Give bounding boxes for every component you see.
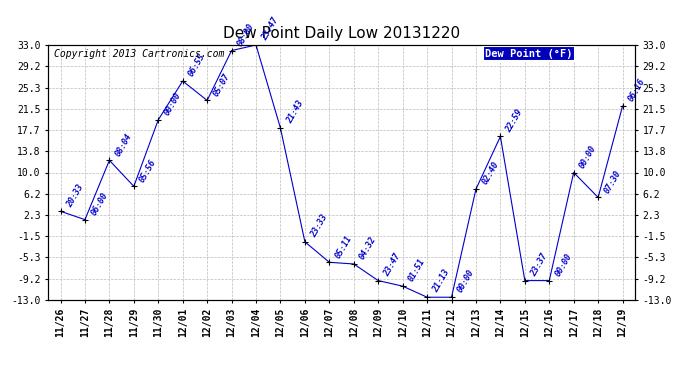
Text: Dew Point (°F): Dew Point (°F) xyxy=(485,49,573,59)
Text: 05:07: 05:07 xyxy=(211,72,232,98)
Text: 05:11: 05:11 xyxy=(333,233,354,260)
Text: 23:33: 23:33 xyxy=(309,213,329,239)
Text: 00:00: 00:00 xyxy=(455,268,476,294)
Text: 23:37: 23:37 xyxy=(529,252,549,278)
Text: 23:47: 23:47 xyxy=(382,252,403,278)
Text: 07:30: 07:30 xyxy=(602,168,622,195)
Text: 22:59: 22:59 xyxy=(504,108,525,134)
Text: 04:32: 04:32 xyxy=(358,235,378,261)
Text: 02:40: 02:40 xyxy=(480,160,500,186)
Text: 20:33: 20:33 xyxy=(65,182,85,209)
Text: 00:00: 00:00 xyxy=(162,91,183,117)
Text: 06:00: 06:00 xyxy=(89,191,110,217)
Text: 21:13: 21:13 xyxy=(431,268,451,294)
Title: Dew Point Daily Low 20131220: Dew Point Daily Low 20131220 xyxy=(223,26,460,41)
Text: 05:56: 05:56 xyxy=(138,158,158,184)
Text: 01:51: 01:51 xyxy=(407,257,427,284)
Text: 08:04: 08:04 xyxy=(114,131,134,158)
Text: 23:47: 23:47 xyxy=(260,16,280,42)
Text: 21:43: 21:43 xyxy=(284,99,305,125)
Text: Copyright 2013 Cartronics.com: Copyright 2013 Cartronics.com xyxy=(55,49,224,59)
Text: 00:00: 00:00 xyxy=(553,252,573,278)
Text: 00:00: 00:00 xyxy=(578,144,598,170)
Text: 06:55: 06:55 xyxy=(187,52,207,78)
Text: 08:00: 08:00 xyxy=(236,22,256,48)
Text: 06:16: 06:16 xyxy=(627,77,647,103)
